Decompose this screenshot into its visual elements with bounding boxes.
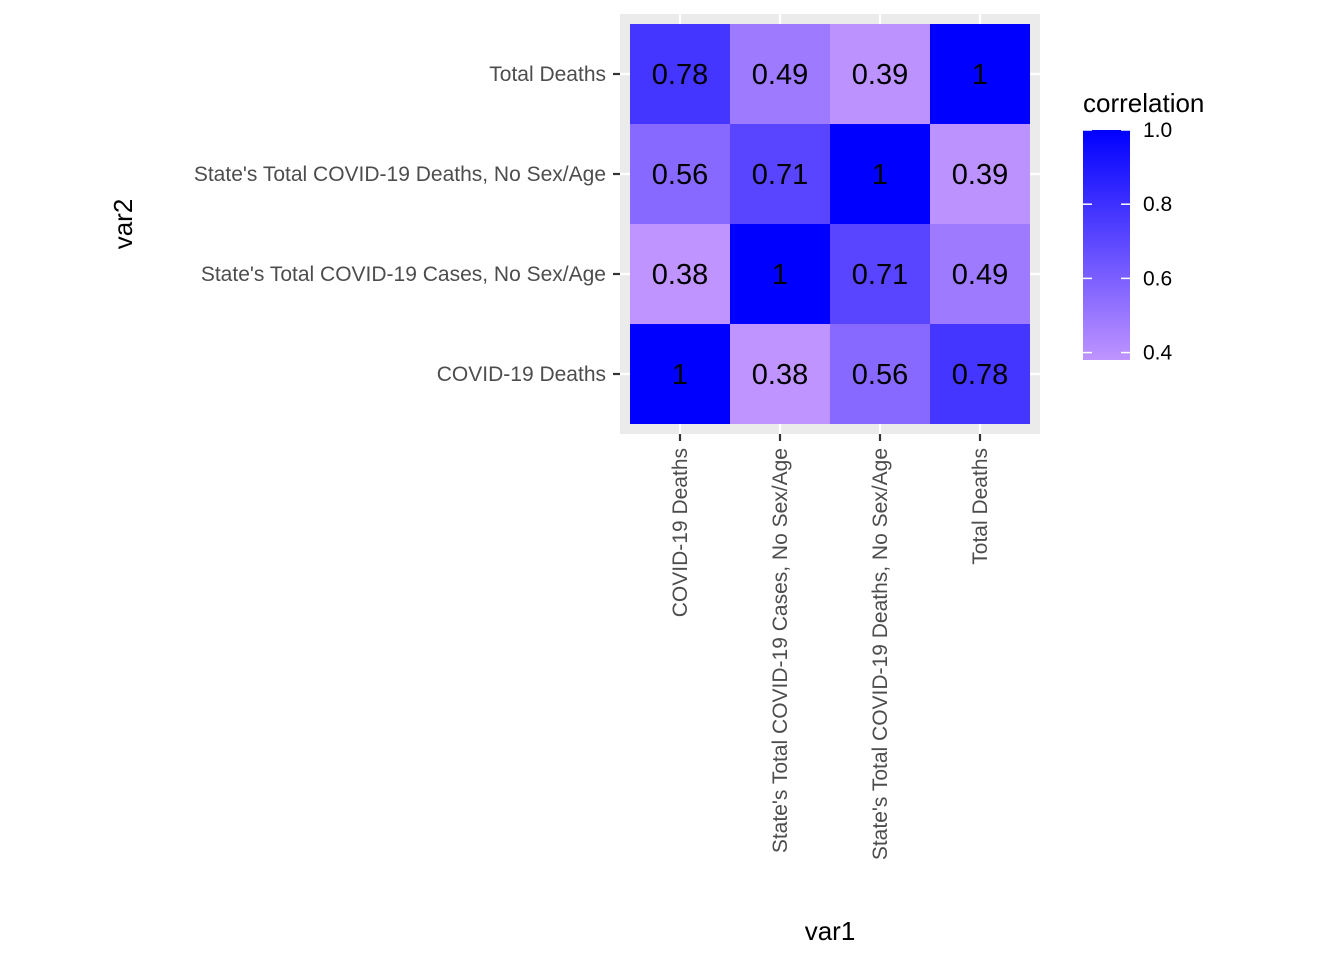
cell-value-label: 1 bbox=[672, 359, 688, 391]
heatmap-cell bbox=[930, 24, 1030, 124]
x-tick-label: State's Total COVID-19 Cases, No Sex/Age bbox=[769, 448, 792, 853]
y-tick-label: COVID-19 Deaths bbox=[437, 363, 606, 386]
x-tick-label: Total Deaths bbox=[969, 448, 992, 565]
heatmap-cell bbox=[730, 224, 830, 324]
cell-value-label: 0.78 bbox=[952, 359, 1008, 391]
y-axis: COVID-19 Deaths State's Total COVID-19 Ca… bbox=[194, 63, 620, 386]
cell-value-label: 1 bbox=[872, 159, 888, 191]
cell-labels: 1 0.38 0.56 0.78 0.38 1 0.71 0.49 0.56 0.71 1 0.39 0… bbox=[652, 59, 1008, 391]
heatmap-cell bbox=[930, 224, 1030, 324]
heatmap-cell bbox=[830, 224, 930, 324]
heatmap-cell bbox=[630, 24, 730, 124]
heatmap-cell bbox=[730, 24, 830, 124]
legend-break-label: 0.6 bbox=[1143, 267, 1172, 290]
cell-value-label: 0.78 bbox=[652, 59, 708, 91]
heatmap-cell bbox=[830, 24, 930, 124]
cell-value-label: 0.39 bbox=[852, 59, 908, 91]
y-tick-label: Total Deaths bbox=[489, 63, 606, 86]
heatmap-cell bbox=[930, 124, 1030, 224]
cell-value-label: 0.38 bbox=[652, 259, 708, 291]
cell-value-label: 0.39 bbox=[952, 159, 1008, 191]
cell-value-label: 1 bbox=[772, 259, 788, 291]
heatmap-cell bbox=[930, 324, 1030, 424]
heatmap-cell bbox=[730, 124, 830, 224]
cell-value-label: 0.71 bbox=[852, 259, 908, 291]
heatmap-cell bbox=[830, 124, 930, 224]
heatmap-cell bbox=[630, 324, 730, 424]
cell-value-label: 1 bbox=[972, 59, 988, 91]
heatmap-cell bbox=[730, 324, 830, 424]
y-tick-label: State's Total COVID-19 Cases, No Sex/Age bbox=[201, 263, 606, 286]
heatmap-cell bbox=[830, 324, 930, 424]
legend-title: correlation bbox=[1083, 88, 1204, 118]
cell-value-label: 0.38 bbox=[752, 359, 808, 391]
legend-break-label: 0.4 bbox=[1143, 342, 1173, 365]
heatmap-cell bbox=[630, 224, 730, 324]
cell-value-label: 0.49 bbox=[952, 259, 1008, 291]
heatmap-cell bbox=[630, 124, 730, 224]
cell-value-label: 0.56 bbox=[652, 159, 708, 191]
legend-colorbar bbox=[1083, 130, 1130, 360]
heatmap-cells bbox=[630, 24, 1030, 424]
legend-break-label: 1.0 bbox=[1143, 119, 1172, 142]
x-tick-label: COVID-19 Deaths bbox=[669, 448, 692, 617]
x-axis-title: var1 bbox=[805, 916, 856, 946]
cell-value-label: 0.49 bbox=[752, 59, 808, 91]
legend-break-label: 0.8 bbox=[1143, 193, 1172, 216]
cell-value-label: 0.71 bbox=[752, 159, 808, 191]
cell-value-label: 0.56 bbox=[852, 359, 908, 391]
x-axis: COVID-19 Deaths State's Total COVID-19 Ca… bbox=[669, 434, 992, 860]
legend: correlation 1.0 0.8 0.6 0.4 bbox=[1083, 88, 1204, 365]
x-tick-label: State's Total COVID-19 Deaths, No Sex/Ag… bbox=[869, 448, 892, 860]
y-axis-title: var2 bbox=[108, 199, 138, 250]
y-tick-label: State's Total COVID-19 Deaths, No Sex/Ag… bbox=[194, 163, 606, 186]
